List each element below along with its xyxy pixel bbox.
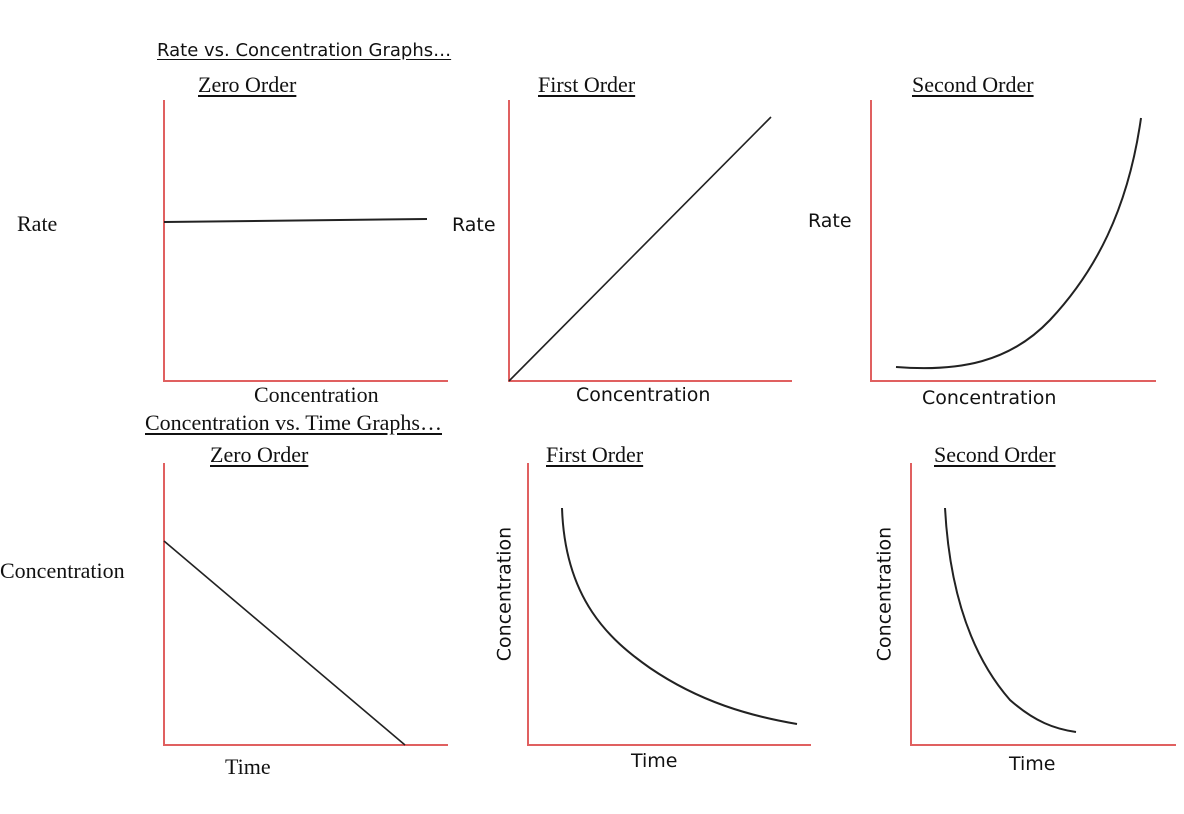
ylabel-rate-first: Rate [452, 214, 496, 236]
title-conc-first: First Order [546, 442, 644, 467]
axes-conc-zero [163, 463, 448, 746]
title-rate-second: Second Order [912, 72, 1034, 97]
xlabel-rate-zero: Concentration [254, 382, 379, 407]
curve-conc-zero [163, 540, 406, 746]
ylabel-conc-second: Concentration [873, 526, 896, 662]
heading-rate-vs-concentration: Rate vs. Concentration Graphs… [157, 40, 452, 61]
ylabel-rate-second: Rate [808, 210, 852, 232]
graph-rate-first [508, 100, 792, 382]
xlabel-rate-first: Concentration [576, 384, 711, 406]
title-rate-first: First Order [538, 72, 636, 97]
heading-concentration-vs-time: Concentration vs. Time Graphs… [145, 410, 442, 435]
ylabel-rate-zero: Rate [17, 211, 58, 236]
curve-conc-first [561, 507, 798, 725]
graph-conc-second [910, 463, 1176, 746]
graph-rate-second [870, 100, 1156, 382]
curve-conc-second [944, 507, 1077, 733]
xlabel-rate-second: Concentration [922, 387, 1057, 409]
xlabel-conc-second: Time [1009, 753, 1056, 775]
title-conc-zero: Zero Order [210, 442, 309, 467]
axes-rate-second [870, 100, 1156, 382]
ylabel-conc-zero: Concentration [0, 558, 125, 583]
axes-conc-first [527, 463, 811, 746]
axes-rate-zero [163, 100, 448, 382]
title-rate-zero: Zero Order [198, 72, 297, 97]
xlabel-conc-zero: Time [225, 754, 271, 779]
curve-rate-first [508, 116, 772, 382]
curve-rate-second [895, 117, 1142, 370]
xlabel-conc-first: Time [631, 750, 678, 772]
curve-rate-zero [163, 218, 428, 223]
graph-conc-first [527, 463, 811, 746]
title-conc-second: Second Order [934, 442, 1056, 467]
graph-conc-zero [163, 463, 448, 746]
ylabel-conc-first: Concentration [493, 526, 516, 662]
graph-rate-zero [163, 100, 448, 382]
axes-conc-second [910, 463, 1176, 746]
